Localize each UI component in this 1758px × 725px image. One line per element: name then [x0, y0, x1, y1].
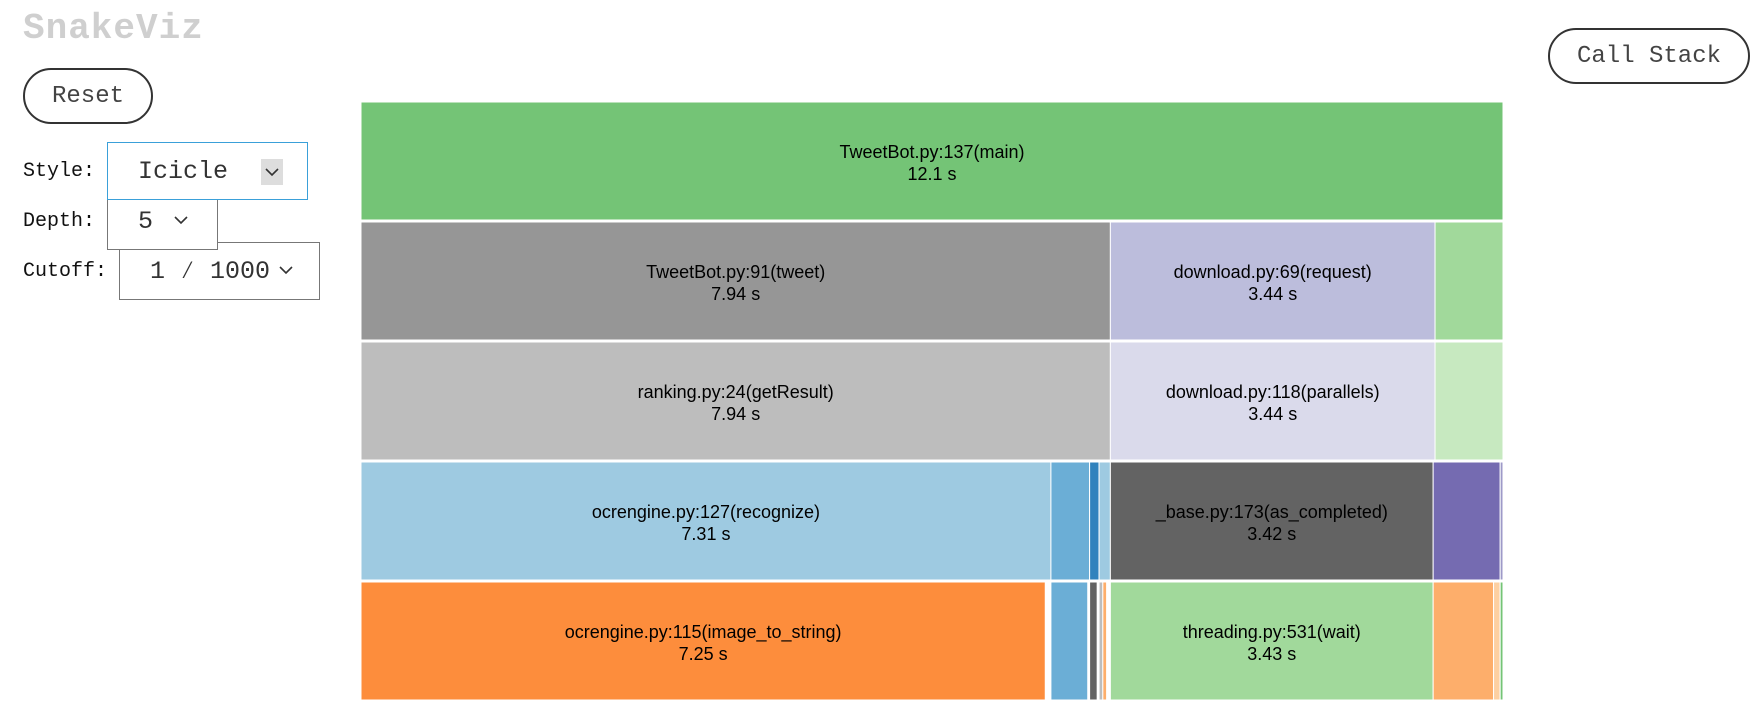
style-value: Icicle — [138, 157, 229, 186]
icicle-block[interactable]: download.py:118(parallels)3.44 s — [1109, 341, 1436, 461]
icicle-block[interactable] — [1102, 581, 1108, 701]
icicle-block-rect[interactable] — [1109, 461, 1434, 581]
cutoff-label: Cutoff: — [23, 260, 108, 283]
icicle-block-name: threading.py:531(wait) — [1183, 622, 1361, 642]
icicle-block[interactable]: threading.py:531(wait)3.43 s — [1109, 581, 1434, 701]
icicle-block[interactable] — [1432, 461, 1501, 581]
call-stack-button[interactable]: Call Stack — [1548, 28, 1750, 84]
icicle-block-rect[interactable] — [1432, 581, 1495, 701]
icicle-block-name: _base.py:173(as_completed) — [1155, 502, 1388, 523]
icicle-block[interactable]: TweetBot.py:137(main)12.1 s — [360, 101, 1504, 221]
icicle-block[interactable]: _base.py:173(as_completed)3.42 s — [1109, 461, 1434, 581]
icicle-block[interactable]: download.py:69(request)3.44 s — [1109, 221, 1436, 341]
icicle-block[interactable] — [1434, 221, 1504, 341]
icicle-block[interactable] — [1050, 461, 1091, 581]
icicle-block-rect[interactable] — [1493, 581, 1501, 701]
icicle-block-name: download.py:69(request) — [1174, 262, 1372, 282]
icicle-block[interactable] — [1432, 581, 1495, 701]
icicle-block-name: ranking.py:24(getResult) — [638, 382, 834, 402]
icicle-block-time: 7.94 s — [711, 404, 760, 424]
icicle-block-rect[interactable] — [1089, 581, 1098, 701]
icicle-block-rect[interactable] — [1434, 221, 1504, 341]
icicle-block[interactable]: ocrengine.py:127(recognize)7.31 s — [360, 461, 1052, 581]
icicle-block-time: 7.31 s — [681, 524, 730, 544]
depth-select[interactable]: 5 — [107, 192, 218, 250]
style-label: Style: — [23, 160, 96, 183]
icicle-block[interactable] — [1499, 461, 1504, 581]
icicle-block-time: 7.94 s — [711, 284, 760, 304]
icicle-block[interactable]: TweetBot.py:91(tweet)7.94 s — [360, 221, 1111, 341]
icicle-block[interactable] — [1098, 461, 1111, 581]
cutoff-value: 1 ⁄ 1000 — [150, 257, 271, 286]
icicle-block-name: download.py:118(parallels) — [1166, 382, 1380, 402]
icicle-block[interactable] — [1050, 581, 1089, 701]
reset-button[interactable]: Reset — [23, 68, 153, 124]
icicle-block[interactable] — [1434, 341, 1504, 461]
icicle-block-name: ocrengine.py:115(image_to_string) — [565, 622, 842, 643]
icicle-block-rect[interactable] — [1098, 581, 1104, 701]
icicle-block-rect[interactable] — [1089, 461, 1100, 581]
icicle-block-rect[interactable] — [360, 341, 1111, 461]
icicle-block-rect[interactable] — [360, 101, 1504, 221]
icicle-block-name: TweetBot.py:137(main) — [839, 142, 1024, 162]
chevron-down-icon — [277, 261, 295, 279]
icicle-block-rect[interactable] — [1102, 581, 1108, 701]
style-select[interactable]: Icicle — [107, 142, 308, 200]
icicle-block-time: 3.42 s — [1247, 524, 1296, 544]
cutoff-select[interactable]: 1 ⁄ 1000 — [119, 242, 320, 300]
icicle-block[interactable] — [1098, 581, 1104, 701]
icicle-block-time: 3.44 s — [1248, 404, 1297, 424]
icicle-block-rect[interactable] — [1432, 461, 1501, 581]
depth-value: 5 — [138, 207, 154, 236]
icicle-block-rect[interactable] — [1050, 581, 1089, 701]
icicle-block[interactable] — [1493, 581, 1501, 701]
chevron-down-icon — [261, 159, 283, 185]
icicle-block[interactable] — [1089, 581, 1098, 701]
icicle-block-time: 3.44 s — [1248, 284, 1297, 304]
app-title: SnakeViz — [23, 8, 204, 49]
icicle-block[interactable] — [1089, 461, 1100, 581]
chevron-down-icon — [172, 211, 190, 229]
icicle-block-time: 3.43 s — [1247, 644, 1296, 664]
icicle-block-rect[interactable] — [1050, 461, 1091, 581]
icicle-block-rect[interactable] — [360, 461, 1052, 581]
icicle-block-rect[interactable] — [1098, 461, 1111, 581]
icicle-block[interactable] — [1499, 581, 1504, 701]
icicle-block-name: TweetBot.py:91(tweet) — [646, 262, 825, 282]
icicle-block-time: 12.1 s — [907, 164, 956, 184]
icicle-block-rect[interactable] — [1499, 581, 1504, 701]
depth-label: Depth: — [23, 210, 96, 233]
icicle-block-rect[interactable] — [1109, 221, 1436, 341]
icicle-block-rect[interactable] — [1109, 341, 1436, 461]
icicle-block[interactable]: ranking.py:24(getResult)7.94 s — [360, 341, 1111, 461]
icicle-block[interactable]: ocrengine.py:115(image_to_string)7.25 s — [360, 581, 1046, 701]
icicle-block-rect[interactable] — [360, 581, 1046, 701]
icicle-block-rect[interactable] — [1499, 461, 1504, 581]
icicle-block-rect[interactable] — [1109, 581, 1434, 701]
icicle-block-time: 7.25 s — [679, 644, 728, 664]
icicle-block-rect[interactable] — [1434, 341, 1504, 461]
icicle-block-rect[interactable] — [360, 221, 1111, 341]
icicle-block-name: ocrengine.py:127(recognize) — [592, 502, 820, 522]
